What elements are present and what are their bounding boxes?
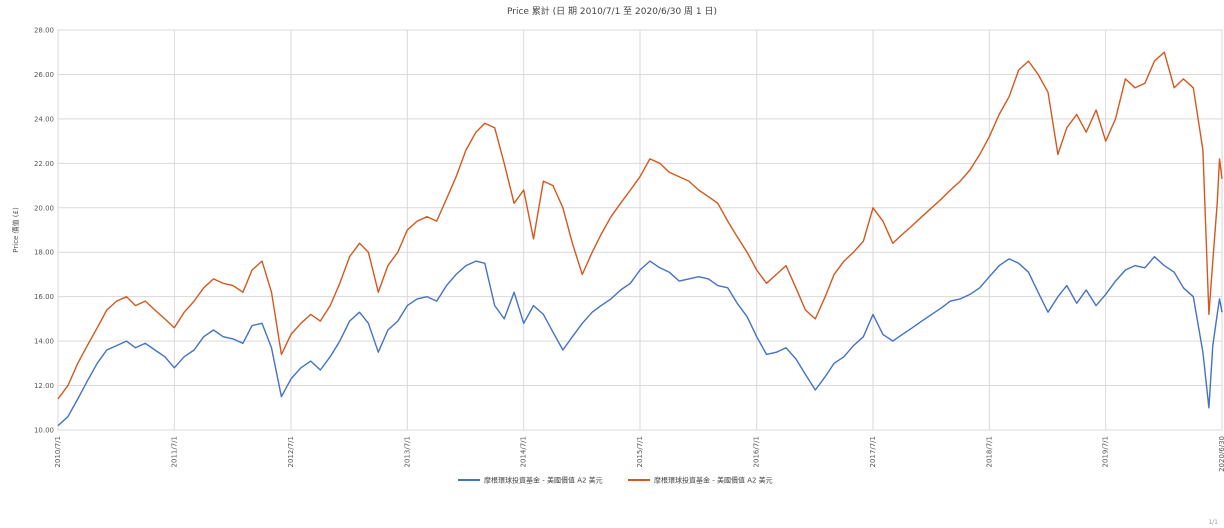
series-lines — [57, 51, 1223, 427]
x-tick-label: 2019/7/1 — [1102, 436, 1110, 467]
series-line-2 — [57, 51, 1223, 400]
y-axis-label: Price 價值 (£) — [11, 207, 20, 253]
page-indicator: 1/1 — [1208, 519, 1218, 526]
legend-label-2: 摩根環球投資基金 - 美國價值 A2 美元 — [654, 476, 773, 485]
x-axis: 2010/7/1 2011/7/1 2012/7/1 2013/7/1 2014/7/1… — [54, 436, 1224, 472]
y-tick-label: 20.00 — [34, 204, 54, 212]
y-tick-label: 10.00 — [34, 427, 54, 435]
x-tick-label: 2017/7/1 — [869, 436, 877, 467]
y-tick-label: 14.00 — [34, 338, 54, 346]
y-tick-label: 18.00 — [34, 249, 54, 257]
gridlines — [57, 29, 1223, 431]
y-tick-label: 28.00 — [34, 27, 54, 35]
y-tick-label: 12.00 — [34, 382, 54, 390]
x-tick-label: 2014/7/1 — [520, 436, 528, 467]
legend-label-1: 摩根環球投資基金 - 美國價值 A2 美元 — [484, 476, 603, 485]
x-tick-label: 2011/7/1 — [170, 436, 178, 467]
chart-title: Price 累計 (日 期 2010/7/1 至 2020/6/30 周 1 日… — [507, 5, 717, 17]
x-tick-label: 2016/7/1 — [753, 436, 761, 467]
x-tick-label: 2020/6/30 — [1218, 436, 1224, 472]
x-tick-label: 2010/7/1 — [54, 436, 62, 467]
y-tick-label: 26.00 — [34, 71, 54, 79]
legend: 摩根環球投資基金 - 美國價值 A2 美元 摩根環球投資基金 - 美國價值 A2 … — [458, 476, 773, 485]
y-tick-label: 22.00 — [34, 160, 54, 168]
y-tick-label: 24.00 — [34, 115, 54, 123]
x-tick-label: 2013/7/1 — [403, 436, 411, 467]
y-axis: 10.00 12.00 14.00 16.00 18.00 20.00 22.00 24.00… — [34, 27, 54, 435]
series-line-1 — [57, 256, 1223, 427]
x-tick-label: 2012/7/1 — [287, 436, 295, 467]
x-tick-label: 2015/7/1 — [636, 436, 644, 467]
y-tick-label: 16.00 — [34, 293, 54, 301]
x-tick-label: 2018/7/1 — [985, 436, 993, 467]
